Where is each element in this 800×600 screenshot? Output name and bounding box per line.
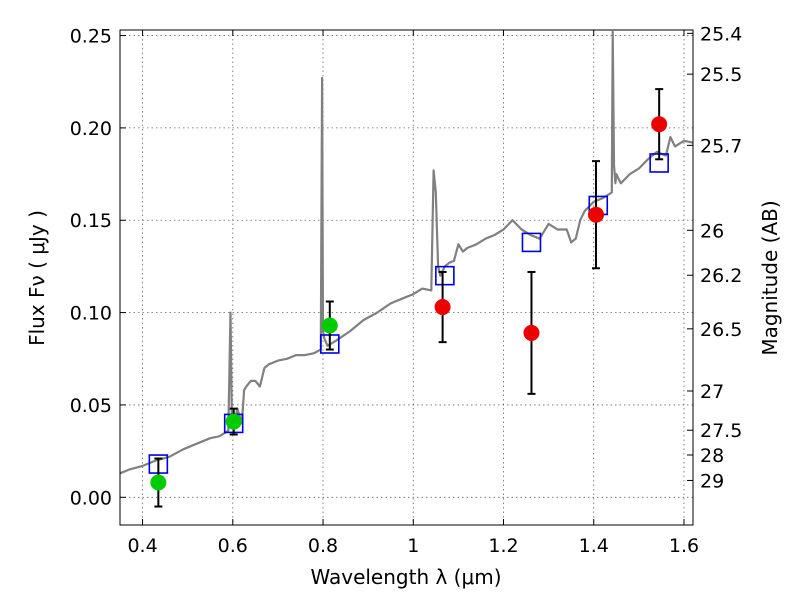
- x-tick-label: 1: [407, 535, 419, 557]
- tick-layer: 0.4 0.6 0.8 1 1.2 1.4 1.6 0.00 0.05 0.10 0.15 0.20 0…: [70, 23, 743, 557]
- y-tick-label: 0.05: [70, 395, 112, 417]
- spectrum-layer: [119, 30, 694, 475]
- mag-tick-label: 26.5: [700, 319, 742, 341]
- mag-tick-label: 28: [700, 445, 724, 467]
- mag-tick-label: 26.2: [700, 265, 742, 287]
- y-axis-title: Flux Fν ( μJy ): [25, 210, 49, 346]
- observed-point: [523, 324, 540, 341]
- x-tick-label: 1.2: [488, 535, 518, 557]
- x-tick-label: 1.4: [579, 535, 609, 557]
- y-tick-label: 0.20: [70, 118, 112, 140]
- mag-tick-label: 29: [700, 470, 724, 492]
- plot-frame: [119, 29, 694, 526]
- observed-point: [651, 116, 668, 133]
- y-tick-label: 0.00: [70, 487, 112, 509]
- observed-point: [225, 413, 242, 430]
- mag-tick-label: 27: [700, 381, 724, 403]
- x-tick-label: 0.8: [308, 535, 338, 557]
- observed-point: [321, 317, 338, 334]
- mag-tick-label: 27.5: [700, 420, 742, 442]
- x-tick-label: 1.6: [669, 535, 699, 557]
- model-spectrum-line: [119, 30, 694, 475]
- y-tick-label: 0.10: [70, 303, 112, 325]
- grid-layer: [120, 30, 693, 525]
- observed-point: [434, 299, 451, 316]
- y-tick-label: 0.25: [70, 26, 112, 48]
- mag-tick-label: 26: [700, 220, 724, 242]
- mag-tick-label: 25.7: [700, 135, 742, 157]
- y-tick-label: 0.15: [70, 210, 112, 232]
- y-axis-right-title: Magnitude (AB): [758, 200, 782, 355]
- observed-point: [587, 206, 604, 223]
- observed-point: [150, 474, 167, 491]
- mag-tick-label: 25.4: [700, 23, 742, 45]
- marker-layer: [148, 88, 669, 508]
- x-axis-title: Wavelength λ (μm): [310, 565, 501, 589]
- model-band-square: [435, 265, 455, 286]
- x-tick-label: 0.6: [218, 535, 248, 557]
- model-band-square: [521, 232, 542, 253]
- mag-tick-label: 25.5: [700, 64, 742, 86]
- x-tick-label: 0.4: [127, 535, 157, 557]
